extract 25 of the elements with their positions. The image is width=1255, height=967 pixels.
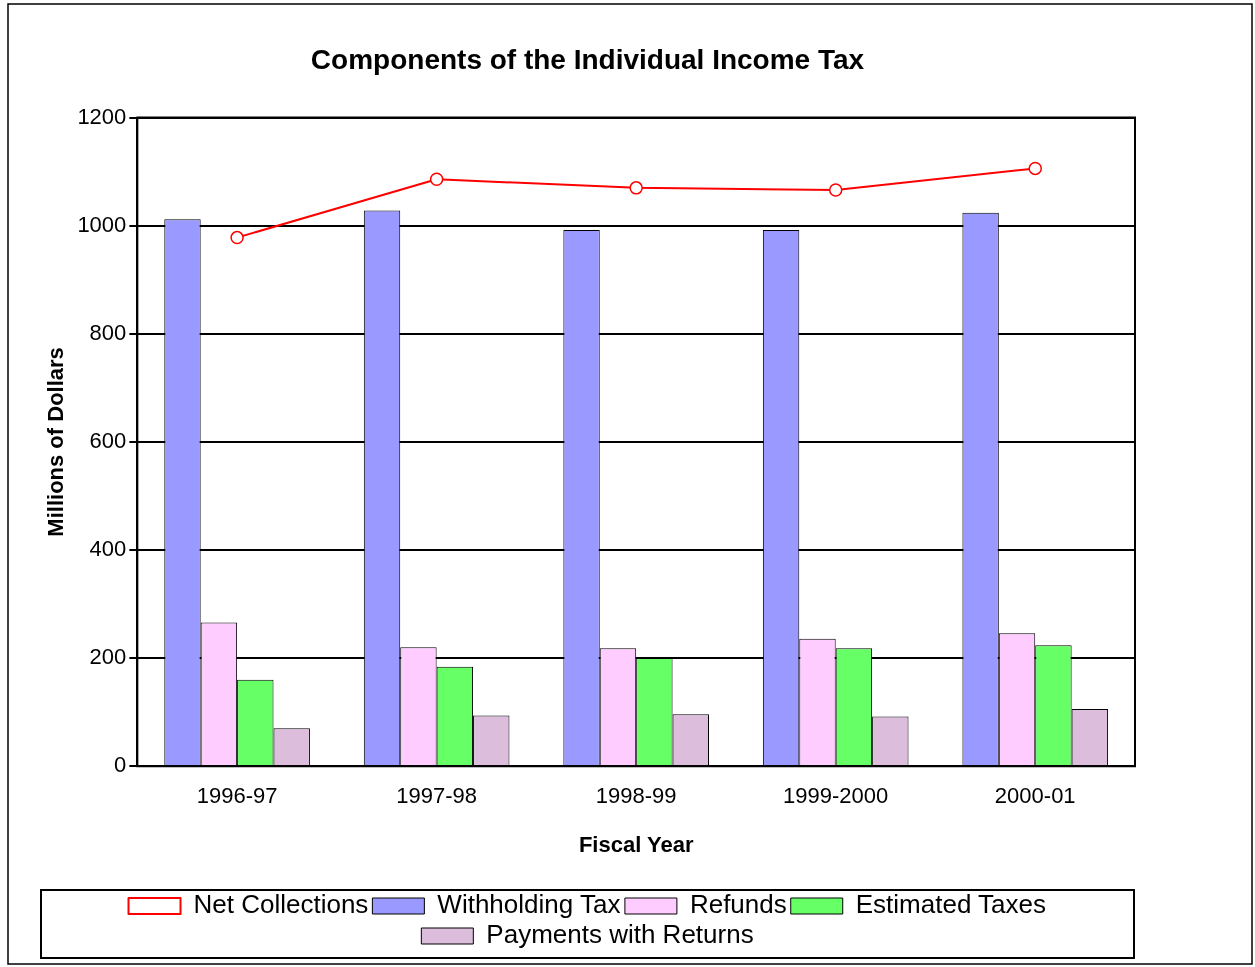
y-tick-label: 1200 [77, 103, 127, 129]
point [629, 181, 643, 195]
legend-label: Withholding Tax [437, 889, 621, 920]
point [828, 183, 843, 197]
x-axis-title: Fiscal Year [578, 831, 694, 857]
x-tick-label: 1998-99 [595, 783, 677, 809]
y-tick-label: 0 [114, 752, 127, 778]
x-tick-label: 1997-98 [396, 783, 478, 809]
y-tick-label: 800 [89, 319, 127, 345]
point [230, 230, 244, 245]
chart-title: Components of the Individual Income Tax [310, 43, 865, 75]
legend-label: Net Collections [193, 889, 369, 920]
x-tick-label: 1996-97 [196, 783, 278, 809]
legend-label: Payments with Returns [486, 919, 754, 950]
y-tick-label: 400 [89, 536, 127, 562]
point [429, 172, 444, 186]
y-tick-label: 200 [89, 644, 127, 670]
y-tick-label: 1000 [77, 211, 127, 237]
legend-label: Estimated Taxes [855, 889, 1047, 920]
y-tick-label: 600 [89, 427, 127, 453]
point [1028, 161, 1042, 176]
x-tick-label: 1999-2000 [783, 783, 889, 809]
y-axis-title: Millions of Dollars [43, 347, 69, 537]
x-tick-label: 2000-01 [994, 783, 1076, 809]
legend-label: Refunds [689, 889, 787, 920]
